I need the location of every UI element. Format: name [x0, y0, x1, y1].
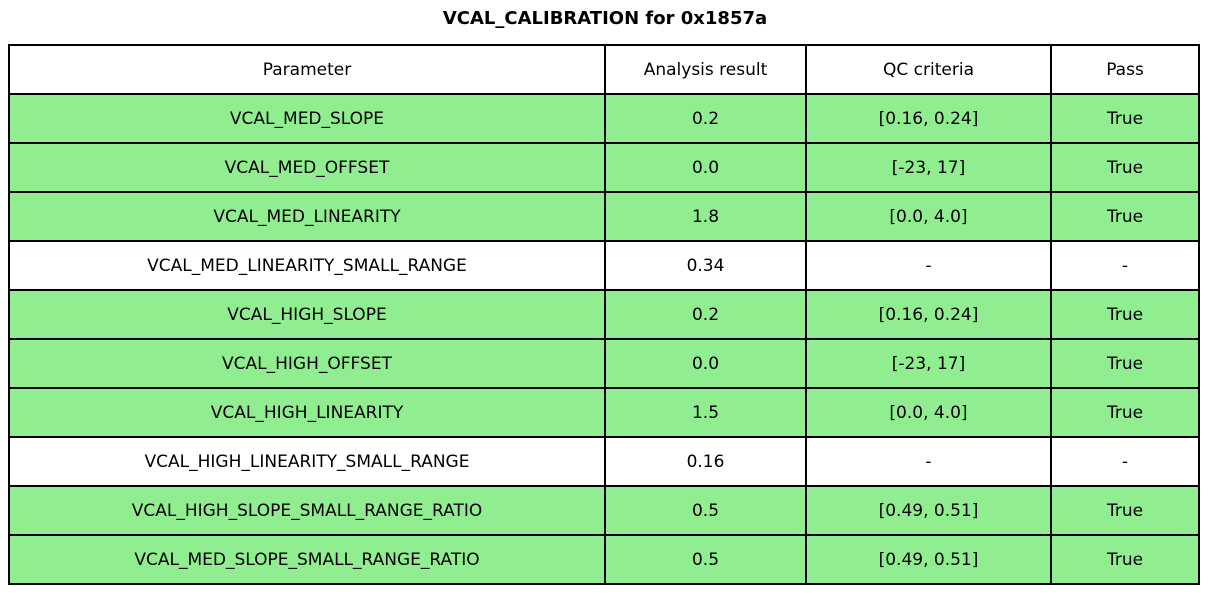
pass-cell: -: [1050, 240, 1200, 291]
pass-cell: True: [1050, 534, 1200, 585]
table-row: VCAL_HIGH_SLOPE_SMALL_RANGE_RATIO 0.5 [0.4…: [8, 485, 1200, 536]
header-cell-analysis-result: Analysis result: [604, 44, 807, 95]
parameter-cell: VCAL_MED_LINEARITY: [8, 191, 606, 242]
qc-criteria-cell: [0.16, 0.24]: [805, 289, 1052, 340]
qc-criteria-cell: [0.49, 0.51]: [805, 485, 1052, 536]
analysis-result-cell: 0.2: [604, 93, 807, 144]
pass-cell: -: [1050, 436, 1200, 487]
parameter-cell: VCAL_HIGH_LINEARITY_SMALL_RANGE: [8, 436, 606, 487]
pass-cell: True: [1050, 387, 1200, 438]
analysis-result-cell: 1.8: [604, 191, 807, 242]
pass-cell: True: [1050, 485, 1200, 536]
table-row: VCAL_MED_SLOPE 0.2 [0.16, 0.24] True: [8, 93, 1200, 144]
analysis-result-cell: 0.5: [604, 485, 807, 536]
table-row: VCAL_MED_LINEARITY_SMALL_RANGE 0.34- -: [8, 240, 1200, 291]
parameter-cell: VCAL_MED_LINEARITY_SMALL_RANGE: [8, 240, 606, 291]
qc-criteria-cell: [-23, 17]: [805, 142, 1052, 193]
pass-cell: True: [1050, 93, 1200, 144]
qc-table: Parameter Analysis result QC criteria Pa…: [8, 44, 1200, 585]
analysis-result-cell: 0.0: [604, 338, 807, 389]
header-cell-qc-criteria: QC criteria: [805, 44, 1052, 95]
table-row: VCAL_MED_LINEARITY 1.8 [0.0, 4.0] True: [8, 191, 1200, 242]
header-cell-parameter: Parameter: [8, 44, 606, 95]
header-row: Parameter Analysis result QC criteria Pa…: [8, 44, 1200, 95]
pass-cell: True: [1050, 191, 1200, 242]
analysis-result-cell: 0.16: [604, 436, 807, 487]
qc-criteria-cell: [0.16, 0.24]: [805, 93, 1052, 144]
analysis-result-cell: 0.2: [604, 289, 807, 340]
table-row: VCAL_HIGH_SLOPE 0.2 [0.16, 0.24] True: [8, 289, 1200, 340]
table-header: Parameter Analysis result QC criteria Pa…: [8, 44, 1200, 95]
table-row: VCAL_HIGH_LINEARITY 1.5 [0.0, 4.0] True: [8, 387, 1200, 438]
page-title: VCAL_CALIBRATION for 0x1857a: [442, 8, 768, 29]
parameter-cell: VCAL_HIGH_SLOPE_SMALL_RANGE_RATIO: [8, 485, 606, 536]
pass-cell: True: [1050, 142, 1200, 193]
table-body: VCAL_MED_SLOPE 0.2 [0.16, 0.24] True VCAL_ME…: [8, 93, 1200, 585]
header-cell-pass: Pass: [1050, 44, 1200, 95]
table-row: VCAL_MED_SLOPE_SMALL_RANGE_RATIO 0.5 [0.49…: [8, 534, 1200, 585]
analysis-result-cell: 1.5: [604, 387, 807, 438]
pass-cell: True: [1050, 289, 1200, 340]
qc-criteria-cell: [0.49, 0.51]: [805, 534, 1052, 585]
parameter-cell: VCAL_MED_SLOPE_SMALL_RANGE_RATIO: [8, 534, 606, 585]
analysis-result-cell: 0.0: [604, 142, 807, 193]
table-row: VCAL_HIGH_LINEARITY_SMALL_RANGE 0.16- -: [8, 436, 1200, 487]
table-row: VCAL_HIGH_OFFSET 0.0 [-23, 17] True: [8, 338, 1200, 389]
qc-criteria-cell: -: [805, 240, 1052, 291]
qc-criteria-cell: [-23, 17]: [805, 338, 1052, 389]
parameter-cell: VCAL_HIGH_SLOPE: [8, 289, 606, 340]
qc-criteria-cell: -: [805, 436, 1052, 487]
qc-criteria-cell: [0.0, 4.0]: [805, 387, 1052, 438]
parameter-cell: VCAL_HIGH_LINEARITY: [8, 387, 606, 438]
parameter-cell: VCAL_HIGH_OFFSET: [8, 338, 606, 389]
pass-cell: True: [1050, 338, 1200, 389]
parameter-cell: VCAL_MED_OFFSET: [8, 142, 606, 193]
parameter-cell: VCAL_MED_SLOPE: [8, 93, 606, 144]
analysis-result-cell: 0.34: [604, 240, 807, 291]
table-row: VCAL_MED_OFFSET 0.0 [-23, 17] True: [8, 142, 1200, 193]
analysis-result-cell: 0.5: [604, 534, 807, 585]
qc-criteria-cell: [0.0, 4.0]: [805, 191, 1052, 242]
